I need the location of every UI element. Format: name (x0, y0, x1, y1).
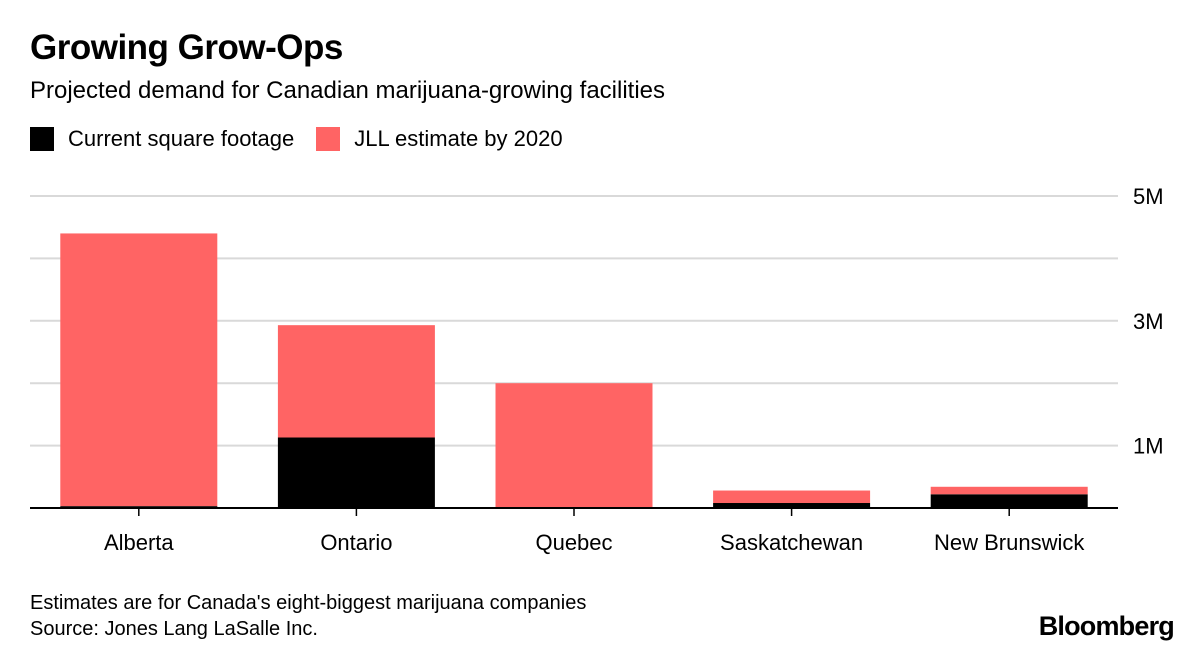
bar-estimate-3 (713, 490, 871, 504)
legend-label-estimate: JLL estimate by 2020 (354, 126, 563, 151)
bar-current-4 (930, 494, 1088, 508)
bar-current-3 (713, 503, 871, 508)
x-tick-label-4: New Brunswick (934, 530, 1085, 555)
bloomberg-logo: Bloomberg (1038, 611, 1175, 641)
bar-estimate-4 (930, 486, 1088, 495)
footnote-note: Estimates are for Canada's eight-biggest… (30, 592, 587, 614)
bar-estimate-0 (60, 233, 218, 507)
legend-item-current: Current square footage (30, 126, 294, 152)
legend: Current square footage JLL estimate by 2… (30, 126, 585, 152)
chart-subtitle: Projected demand for Canadian marijuana-… (30, 77, 666, 104)
x-tick-label-1: Ontario (320, 530, 392, 555)
chart-title: Growing Grow-Ops (30, 28, 343, 67)
y-tick-label-2: 3M (1133, 309, 1164, 334)
legend-swatch-estimate (316, 127, 341, 151)
legend-swatch-current (30, 127, 54, 151)
legend-item-estimate: JLL estimate by 2020 (316, 126, 563, 152)
bar-current-1 (277, 437, 435, 508)
x-tick-label-0: Alberta (104, 530, 174, 555)
footnote-source: Source: Jones Lang LaSalle Inc. (30, 618, 318, 640)
x-tick-label-3: Saskatchewan (720, 530, 863, 555)
legend-label-current: Current square footage (68, 126, 295, 151)
y-tick-label-4: 5M (1133, 184, 1164, 209)
bar-estimate-2 (495, 383, 653, 508)
footnote: Estimates are for Canada's eight-biggest… (30, 590, 586, 642)
bar-estimate-1 (277, 325, 435, 438)
x-tick-label-2: Quebec (535, 530, 612, 555)
y-tick-label-0: 1M (1133, 434, 1164, 459)
